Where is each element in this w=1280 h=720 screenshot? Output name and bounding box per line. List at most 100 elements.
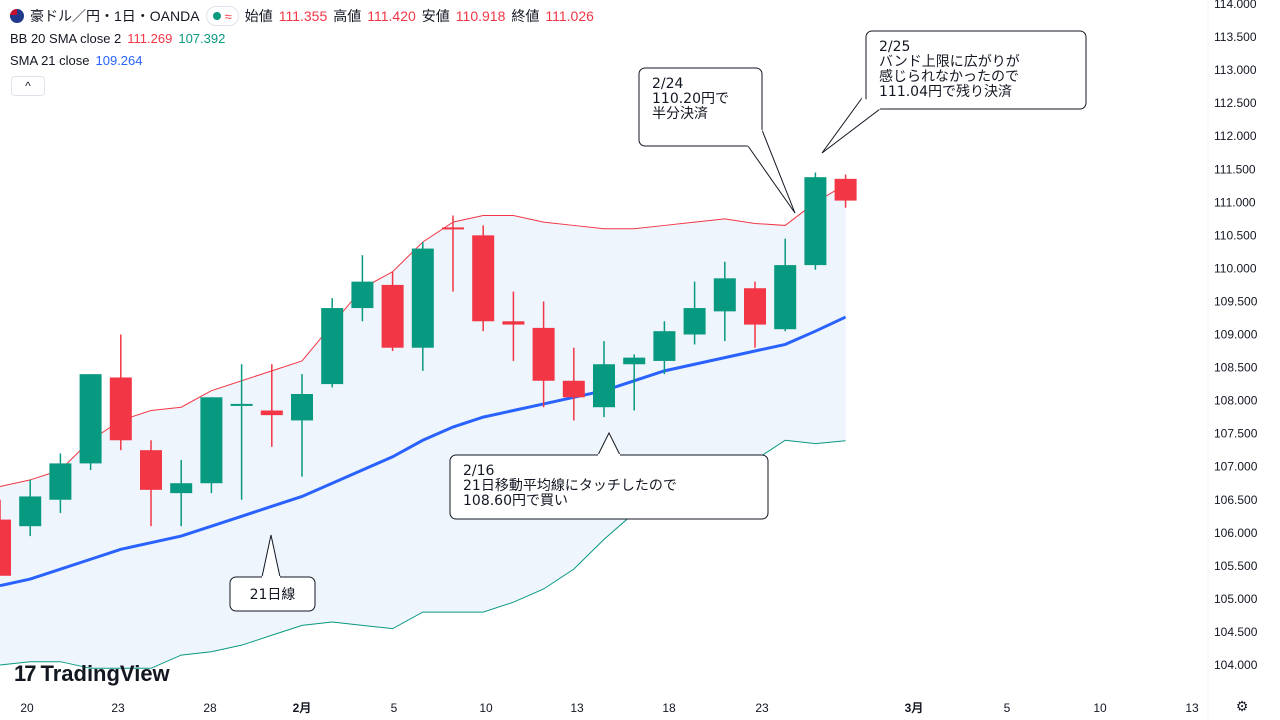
y-tick-label: 104.500 bbox=[1214, 625, 1258, 639]
y-tick-label: 108.500 bbox=[1214, 361, 1258, 375]
x-tick-label: 5 bbox=[391, 701, 398, 715]
candle-down bbox=[834, 178, 857, 201]
market-status-pill[interactable]: ≈ bbox=[205, 6, 239, 26]
x-tick-label: 23 bbox=[111, 701, 125, 715]
y-tick-label: 106.000 bbox=[1214, 526, 1258, 540]
collapse-legend-button[interactable]: ^ bbox=[11, 76, 45, 96]
candle-down bbox=[381, 284, 404, 348]
annotation-box bbox=[638, 67, 763, 147]
candle-up bbox=[170, 483, 193, 494]
candle-up bbox=[79, 374, 102, 464]
candle-up bbox=[351, 281, 374, 309]
x-tick-label: 13 bbox=[570, 701, 584, 715]
bb-upper-value: 111.269 bbox=[127, 31, 173, 46]
chevron-up-icon: ^ bbox=[25, 79, 31, 93]
x-tick-label: 10 bbox=[1093, 701, 1107, 715]
x-tick-label: 13 bbox=[1185, 701, 1199, 715]
candle-up bbox=[804, 177, 827, 266]
annotation-seam bbox=[747, 129, 763, 147]
candle-up bbox=[683, 308, 706, 335]
annotation-text: 108.60円で買い bbox=[463, 493, 568, 509]
y-tick-label: 108.000 bbox=[1214, 394, 1258, 408]
y-tick-label: 112.500 bbox=[1214, 96, 1257, 110]
annotation-pointer bbox=[747, 129, 796, 214]
x-tick-label: 18 bbox=[662, 701, 676, 715]
open-value: 111.355 bbox=[278, 8, 328, 24]
y-tick-label: 105.500 bbox=[1214, 559, 1258, 573]
y-tick-label: 105.000 bbox=[1214, 592, 1258, 606]
candle-up bbox=[230, 403, 253, 406]
tradingview-logo[interactable]: 17 TradingView bbox=[14, 661, 170, 687]
annotation-text: 半分決済 bbox=[652, 106, 708, 122]
close-value: 111.026 bbox=[545, 8, 594, 24]
candle-up bbox=[593, 364, 615, 408]
candle-up bbox=[49, 463, 72, 500]
bb-label: BB 20 SMA close 2 bbox=[10, 31, 122, 46]
high-label: 高値 bbox=[333, 8, 362, 24]
low-value: 110.918 bbox=[455, 8, 506, 24]
candle-down bbox=[442, 227, 464, 230]
y-tick-label: 112.000 bbox=[1214, 129, 1257, 143]
y-tick-label: 113.000 bbox=[1214, 63, 1257, 77]
bollinger-band-fill bbox=[0, 184, 846, 669]
y-tick-label: 107.500 bbox=[1214, 427, 1258, 441]
y-tick-label: 113.500 bbox=[1214, 30, 1257, 44]
candle-down bbox=[744, 288, 766, 325]
annotation-text: 感じられなかったので bbox=[879, 68, 1019, 85]
candle-up bbox=[291, 393, 313, 421]
symbol-legend: 豪ドル／円・1日・OANDA ≈ 始値 111.355 高値 111.420 安値 1… bbox=[10, 6, 594, 26]
bb-lower-value: 107.392 bbox=[178, 31, 226, 46]
y-tick-label: 114.000 bbox=[1214, 0, 1257, 11]
annotation-box bbox=[865, 30, 1087, 110]
y-tick-label: 110.000 bbox=[1214, 261, 1257, 275]
x-tick-label: 10 bbox=[479, 701, 493, 715]
x-tick-label: 20 bbox=[20, 701, 34, 715]
annotation-text: 110.20円で bbox=[652, 91, 729, 107]
market-open-dot-icon bbox=[212, 12, 221, 20]
y-tick-label: 104.000 bbox=[1214, 658, 1258, 672]
sma-legend[interactable]: SMA 21 close 109.264 bbox=[10, 53, 143, 68]
candle-up bbox=[321, 308, 344, 385]
candle-down bbox=[502, 321, 525, 325]
candle-down bbox=[0, 519, 11, 576]
candle-down bbox=[532, 327, 555, 381]
annotation-text: 2/25 bbox=[879, 39, 910, 55]
candle-up bbox=[200, 397, 223, 484]
x-tick-label: 2月 bbox=[293, 701, 312, 715]
annotation-seam bbox=[861, 97, 881, 110]
symbol-name[interactable]: 豪ドル／円・1日・OANDA bbox=[30, 8, 200, 24]
annotation-text: 2/16 bbox=[463, 463, 495, 479]
y-tick-label: 111.000 bbox=[1214, 195, 1256, 209]
chart-annotation[interactable]: 21日線 bbox=[229, 534, 316, 612]
y-tick-label: 111.500 bbox=[1214, 162, 1256, 176]
candle-down bbox=[109, 377, 132, 441]
candle-down bbox=[140, 450, 162, 490]
candle-down bbox=[260, 410, 283, 416]
y-tick-label: 109.000 bbox=[1214, 328, 1258, 342]
annotation-text: 2/24 bbox=[652, 76, 684, 92]
y-tick-label: 107.000 bbox=[1214, 460, 1258, 474]
candle-up bbox=[411, 248, 434, 348]
y-tick-label: 106.500 bbox=[1214, 493, 1258, 507]
australia-flag-icon bbox=[10, 9, 24, 23]
annotation-text: 111.04円で残り決済 bbox=[879, 84, 1012, 100]
tradingview-mark-icon: 17 bbox=[14, 661, 37, 686]
candle-up bbox=[623, 357, 646, 365]
settings-gear-icon[interactable]: ⚙ bbox=[1235, 697, 1249, 714]
sma-value: 109.264 bbox=[95, 53, 143, 68]
high-value: 111.420 bbox=[367, 8, 416, 24]
sma21-line bbox=[0, 315, 847, 588]
annotation-text: 21日線 bbox=[250, 587, 296, 603]
low-label: 安値 bbox=[421, 8, 450, 24]
candle-up bbox=[774, 265, 797, 330]
x-tick-label: 28 bbox=[203, 701, 217, 715]
wave-icon: ≈ bbox=[224, 8, 232, 24]
close-label: 終値 bbox=[511, 8, 540, 24]
bb-legend[interactable]: BB 20 SMA close 2 111.269 107.392 bbox=[10, 31, 225, 46]
candle-up bbox=[19, 496, 42, 527]
